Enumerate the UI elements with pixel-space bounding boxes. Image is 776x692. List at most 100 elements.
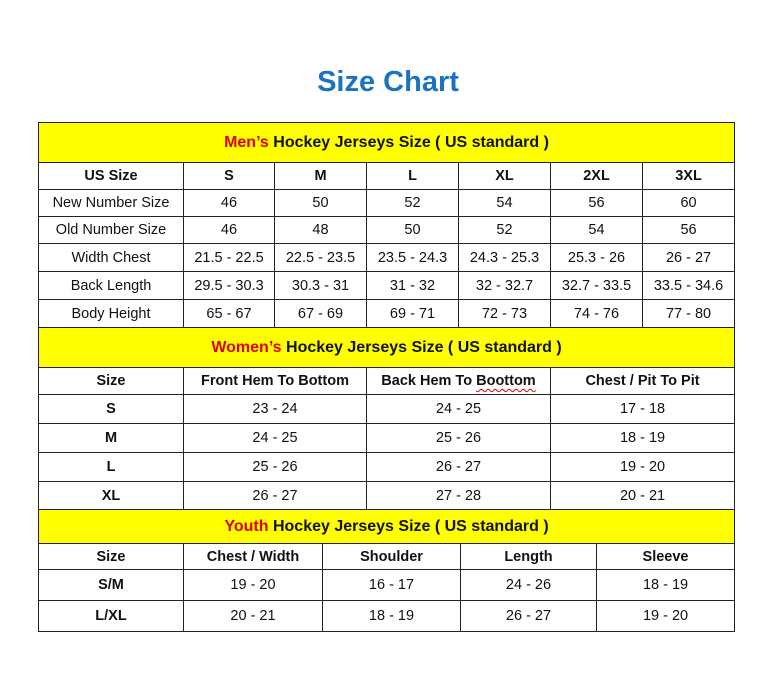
column-header-label: Size bbox=[96, 373, 126, 389]
men-heading-text: Hockey Jerseys Size ( US standard ) bbox=[268, 133, 549, 151]
table-cell: 20 - 21 bbox=[549, 481, 736, 510]
table-cell: 25.3 - 26 bbox=[550, 243, 643, 272]
table-cell: 18 - 19 bbox=[322, 600, 461, 632]
column-header-label: Size bbox=[96, 548, 126, 565]
women-table-row: L 25 - 26 26 - 27 19 - 20 bbox=[38, 452, 736, 482]
table-cell: 24.3 - 25.3 bbox=[458, 243, 551, 272]
youth-column-header: Length bbox=[460, 543, 597, 570]
column-header-label: 2XL bbox=[583, 168, 610, 184]
men-section-heading: Men’s Hockey Jerseys Size ( US standard … bbox=[37, 122, 736, 163]
column-header-label: L bbox=[408, 168, 417, 184]
table-cell: 24 - 25 bbox=[366, 394, 551, 424]
misspelled-word: Boottom bbox=[476, 373, 536, 389]
table-cell: 74 - 76 bbox=[550, 299, 643, 328]
men-header-row: US Size S M L XL 2XL 3XL bbox=[38, 162, 736, 190]
men-size-table: Men’s Hockey Jerseys Size ( US standard … bbox=[37, 122, 736, 328]
women-column-header: Chest / Pit To Pit bbox=[549, 367, 736, 395]
column-header-label: Chest / Pit To Pit bbox=[585, 373, 700, 389]
men-table-row: New Number Size 46 50 52 54 56 60 bbox=[38, 189, 736, 217]
women-size-table: Women’s Hockey Jerseys Size ( US standar… bbox=[37, 327, 736, 510]
table-cell: 48 bbox=[274, 216, 367, 244]
row-label: L bbox=[38, 452, 184, 482]
page-title: Size Chart bbox=[317, 66, 459, 98]
youth-column-header: Chest / Width bbox=[183, 543, 323, 570]
table-cell: 19 - 20 bbox=[549, 452, 736, 482]
men-table-row: Body Height 65 - 67 67 - 69 69 - 71 72 - 73 7… bbox=[38, 299, 736, 328]
column-header-label: XL bbox=[495, 168, 514, 184]
youth-column-header: Shoulder bbox=[322, 543, 461, 570]
row-label: Body Height bbox=[38, 299, 184, 328]
table-cell: 19 - 20 bbox=[183, 569, 323, 601]
table-cell: 32 - 32.7 bbox=[458, 271, 551, 300]
men-column-header: S bbox=[183, 162, 275, 190]
table-cell: 27 - 28 bbox=[366, 481, 551, 510]
table-cell: 46 bbox=[183, 189, 275, 217]
men-column-header: 2XL bbox=[550, 162, 643, 190]
table-cell: 33.5 - 34.6 bbox=[641, 271, 736, 300]
row-label: S/M bbox=[38, 569, 184, 601]
men-column-header: 3XL bbox=[641, 162, 736, 190]
table-cell: 26 - 27 bbox=[460, 600, 597, 632]
table-cell: 72 - 73 bbox=[458, 299, 551, 328]
table-cell: 26 - 27 bbox=[366, 452, 551, 482]
women-heading-text: Hockey Jerseys Size ( US standard ) bbox=[281, 338, 562, 356]
youth-column-header: Size bbox=[38, 543, 184, 570]
table-cell: 30.3 - 31 bbox=[274, 271, 367, 300]
row-label: S bbox=[38, 394, 184, 424]
youth-table-row: L/XL 20 - 21 18 - 19 26 - 27 19 - 20 bbox=[38, 600, 736, 632]
column-header-label: Shoulder bbox=[360, 548, 423, 565]
table-cell: 77 - 80 bbox=[641, 299, 736, 328]
table-cell: 23 - 24 bbox=[183, 394, 367, 424]
table-cell: 29.5 - 30.3 bbox=[183, 271, 275, 300]
column-header-label: Back Hem To Boottom bbox=[381, 373, 536, 389]
youth-header-row: Size Chest / Width Shoulder Length Sleeve bbox=[38, 543, 736, 570]
table-cell: 46 bbox=[183, 216, 275, 244]
column-header-label: M bbox=[314, 168, 327, 184]
women-table-row: XL 26 - 27 27 - 28 20 - 21 bbox=[38, 481, 736, 510]
women-column-header: Back Hem To Boottom bbox=[366, 367, 551, 395]
women-section-heading: Women’s Hockey Jerseys Size ( US standar… bbox=[37, 327, 736, 368]
table-cell: 65 - 67 bbox=[183, 299, 275, 328]
table-cell: 23.5 - 24.3 bbox=[366, 243, 459, 272]
column-header-label: Chest / Width bbox=[206, 548, 300, 565]
youth-column-header: Sleeve bbox=[595, 543, 736, 570]
table-cell: 18 - 19 bbox=[595, 569, 736, 601]
table-cell: 18 - 19 bbox=[549, 423, 736, 453]
men-column-header: L bbox=[366, 162, 459, 190]
table-cell: 52 bbox=[458, 216, 551, 244]
row-label: Back Length bbox=[38, 271, 184, 300]
youth-size-table: Youth Hockey Jerseys Size ( US standard … bbox=[37, 509, 736, 632]
youth-section-heading: Youth Hockey Jerseys Size ( US standard … bbox=[37, 509, 736, 544]
women-table-row: M 24 - 25 25 - 26 18 - 19 bbox=[38, 423, 736, 453]
table-cell: 16 - 17 bbox=[322, 569, 461, 601]
women-column-header: Size bbox=[38, 367, 184, 395]
row-label: Width Chest bbox=[38, 243, 184, 272]
men-table-row: Old Number Size 46 48 50 52 54 56 bbox=[38, 216, 736, 244]
youth-table-row: S/M 19 - 20 16 - 17 24 - 26 18 - 19 bbox=[38, 569, 736, 601]
table-cell: 31 - 32 bbox=[366, 271, 459, 300]
table-cell: 19 - 20 bbox=[595, 600, 736, 632]
table-cell: 24 - 26 bbox=[460, 569, 597, 601]
women-column-header: Front Hem To Bottom bbox=[183, 367, 367, 395]
table-cell: 21.5 - 22.5 bbox=[183, 243, 275, 272]
row-label: XL bbox=[38, 481, 184, 510]
column-header-label: Length bbox=[504, 548, 553, 565]
table-cell: 52 bbox=[366, 189, 459, 217]
table-cell: 54 bbox=[458, 189, 551, 217]
row-label: Old Number Size bbox=[38, 216, 184, 244]
table-cell: 26 - 27 bbox=[183, 481, 367, 510]
women-heading-highlight: Women’s bbox=[211, 338, 282, 356]
row-label: M bbox=[38, 423, 184, 453]
table-cell: 54 bbox=[550, 216, 643, 244]
table-cell: 67 - 69 bbox=[274, 299, 367, 328]
table-cell: 24 - 25 bbox=[183, 423, 367, 453]
youth-heading-text: Hockey Jerseys Size ( US standard ) bbox=[268, 517, 549, 535]
men-column-header: M bbox=[274, 162, 367, 190]
table-cell: 25 - 26 bbox=[183, 452, 367, 482]
column-header-label: Front Hem To Bottom bbox=[201, 373, 349, 389]
row-label: New Number Size bbox=[38, 189, 184, 217]
table-cell: 26 - 27 bbox=[641, 243, 736, 272]
column-header-label: Sleeve bbox=[642, 548, 689, 565]
table-cell: 69 - 71 bbox=[366, 299, 459, 328]
column-header-label: 3XL bbox=[675, 168, 702, 184]
